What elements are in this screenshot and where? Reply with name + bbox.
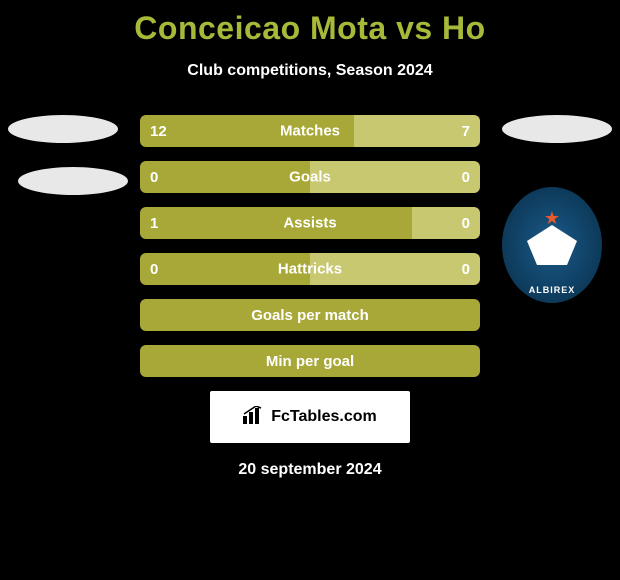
crest-bird-icon — [527, 225, 577, 265]
logo-text: FcTables.com — [271, 408, 377, 426]
page-title: Conceicao Mota vs Ho — [0, 0, 620, 47]
stat-bar-left: 1 — [140, 207, 412, 239]
stat-label: Matches — [280, 123, 340, 140]
stat-bar-right: 7 — [354, 115, 480, 147]
stat-right-value: 7 — [462, 123, 470, 140]
comparison-content: ★ ALBIREX 12 7 Matches 0 0 Goals — [0, 115, 620, 377]
stat-row-matches: 12 7 Matches — [140, 115, 480, 147]
stat-row-goals: 0 0 Goals — [140, 161, 480, 193]
stat-bar-right: 0 — [412, 207, 480, 239]
stat-right-value: 0 — [462, 261, 470, 278]
player-left-avatar — [8, 115, 118, 143]
stat-bar-right: 0 — [310, 161, 480, 193]
stat-row-assists: 1 0 Assists — [140, 207, 480, 239]
subtitle: Club competitions, Season 2024 — [0, 62, 620, 80]
stat-left-value: 0 — [150, 261, 158, 278]
crest-label: ALBIREX — [502, 285, 602, 295]
stat-bar-full: Goals per match — [140, 299, 480, 331]
player-left-avatar-2 — [18, 167, 128, 195]
logo-box[interactable]: FcTables.com — [210, 391, 410, 443]
stat-right-value: 0 — [462, 215, 470, 232]
stat-label: Goals — [289, 169, 331, 186]
player-right-avatar — [502, 115, 612, 143]
stat-label: Hattricks — [278, 261, 342, 278]
chart-icon — [243, 406, 265, 429]
stat-row-goals-per-match: Goals per match — [140, 299, 480, 331]
stat-right-value: 0 — [462, 169, 470, 186]
stat-bar-full: Min per goal — [140, 345, 480, 377]
stat-row-min-per-goal: Min per goal — [140, 345, 480, 377]
date-text: 20 september 2024 — [0, 461, 620, 479]
stat-bar-left: 0 — [140, 161, 310, 193]
club-crest-right: ★ ALBIREX — [502, 187, 602, 303]
stat-left-value: 0 — [150, 169, 158, 186]
stat-left-value: 1 — [150, 215, 158, 232]
stats-bars: 12 7 Matches 0 0 Goals 1 0 Assists — [140, 115, 480, 377]
stat-label: Assists — [283, 215, 336, 232]
stat-left-value: 12 — [150, 123, 167, 140]
stat-row-hattricks: 0 0 Hattricks — [140, 253, 480, 285]
